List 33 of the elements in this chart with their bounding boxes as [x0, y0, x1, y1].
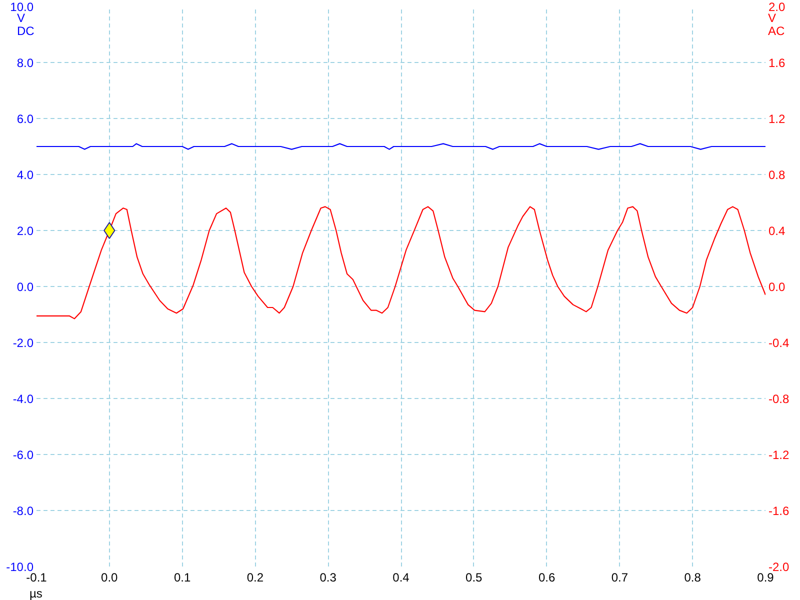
- y2-tick-label: -0.8: [768, 392, 790, 406]
- y2-tick-label: 1.2: [768, 112, 786, 126]
- y-tick-label: -6.0: [12, 448, 34, 462]
- y-tick-label: -4.0: [12, 392, 34, 406]
- line-series: [36, 206, 766, 320]
- y-tick-label: 6.0: [16, 112, 34, 126]
- y-tick-label: 4.0: [16, 168, 34, 182]
- y2-tick-label: 1.6: [768, 56, 786, 70]
- y-tick-label: -2.0: [12, 336, 34, 350]
- x-tick-label: 0.0: [101, 570, 118, 584]
- y2-axis-title: V AC: [768, 11, 785, 38]
- x-tick-label: 0.6: [538, 570, 556, 584]
- y2-tick-label: 0.8: [768, 168, 786, 182]
- y-axis-title: V DC: [17, 11, 34, 38]
- y-tick-label: -8.0: [12, 504, 34, 518]
- x-tick-label: 0.5: [466, 570, 483, 584]
- x-tick-label: 0.2: [246, 570, 264, 584]
- y-tick-label: 2.0: [16, 224, 34, 238]
- y2-tick-label: -1.2: [768, 448, 790, 462]
- y2-tick-label: 0.0: [768, 280, 786, 294]
- y-tick-label: 8.0: [16, 56, 34, 70]
- x-axis-title: µs: [30, 586, 42, 600]
- x-tick-label: 0.3: [320, 570, 337, 584]
- y2-tick-label: 2.0: [768, 0, 786, 14]
- y2-tick-label: 0.4: [768, 224, 786, 238]
- x-tick-label: 0.1: [174, 570, 191, 584]
- y2-tick-label: -1.6: [768, 504, 790, 518]
- y-tick-label: 10.0: [10, 0, 34, 14]
- x-tick-label: 0.4: [392, 570, 410, 584]
- y-tick-label: 0.0: [16, 280, 34, 294]
- x-tick-label: 0.8: [684, 570, 702, 584]
- x-tick-label: 0.7: [611, 570, 628, 584]
- y2-tick-label: -0.4: [768, 336, 790, 350]
